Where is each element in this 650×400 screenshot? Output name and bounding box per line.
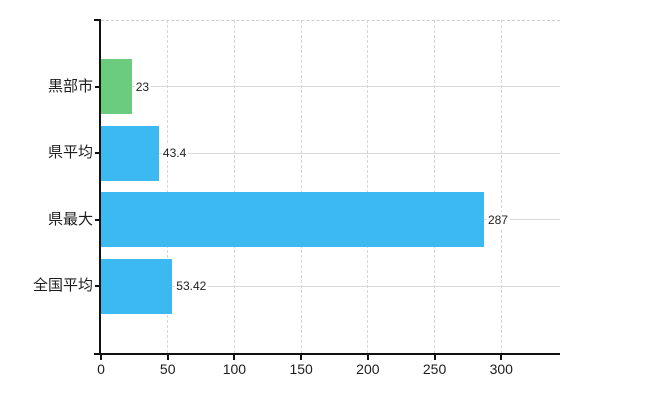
bar (101, 59, 132, 115)
x-axis-tick (500, 355, 503, 360)
x-axis-tick (233, 355, 236, 360)
vertical-gridline (167, 20, 169, 353)
bar (101, 258, 173, 314)
x-tick-label: 100 (222, 361, 247, 377)
bar (101, 192, 484, 248)
horizontal-gridline (101, 152, 560, 154)
x-tick-label: 200 (356, 361, 380, 377)
x-axis-tick (100, 355, 102, 360)
vertical-gridline (500, 20, 502, 353)
category-label: 県平均 (47, 144, 93, 162)
vertical-gridline (434, 20, 436, 353)
vertical-gridline (233, 20, 235, 353)
x-axis-tick (433, 355, 436, 360)
x-tick-label: 150 (289, 361, 313, 377)
x-axis-tick (166, 355, 169, 360)
x-axis-tick (300, 355, 303, 360)
value-label: 43.4 (161, 145, 189, 162)
category-tick (95, 218, 101, 221)
bar (101, 125, 159, 181)
vertical-gridline (300, 20, 302, 353)
category-label: 県最大 (47, 210, 93, 228)
value-label: 287 (486, 211, 510, 228)
value-label: 53.42 (175, 278, 209, 295)
vertical-gridline (367, 20, 369, 353)
category-tick (95, 152, 101, 155)
x-tick-label: 50 (159, 361, 176, 377)
horizontal-gridline (101, 86, 560, 88)
category-label: 黒部市 (47, 77, 93, 95)
category-label: 全国平均 (32, 277, 93, 295)
category-tick (95, 285, 101, 288)
y-axis-top-tick (94, 19, 101, 21)
x-axis-line (94, 353, 560, 355)
horizontal-gridline (101, 285, 560, 287)
x-tick-label: 300 (489, 361, 513, 377)
plot-top-border (101, 20, 560, 21)
plot-area: 23 43.4 287 53.42 (101, 20, 560, 353)
y-axis-line (99, 20, 101, 355)
value-label: 23 (134, 78, 152, 95)
x-tick-label: 250 (422, 361, 447, 377)
category-tick (95, 85, 101, 88)
x-tick-label: 0 (97, 361, 105, 377)
x-axis-tick (366, 355, 369, 360)
